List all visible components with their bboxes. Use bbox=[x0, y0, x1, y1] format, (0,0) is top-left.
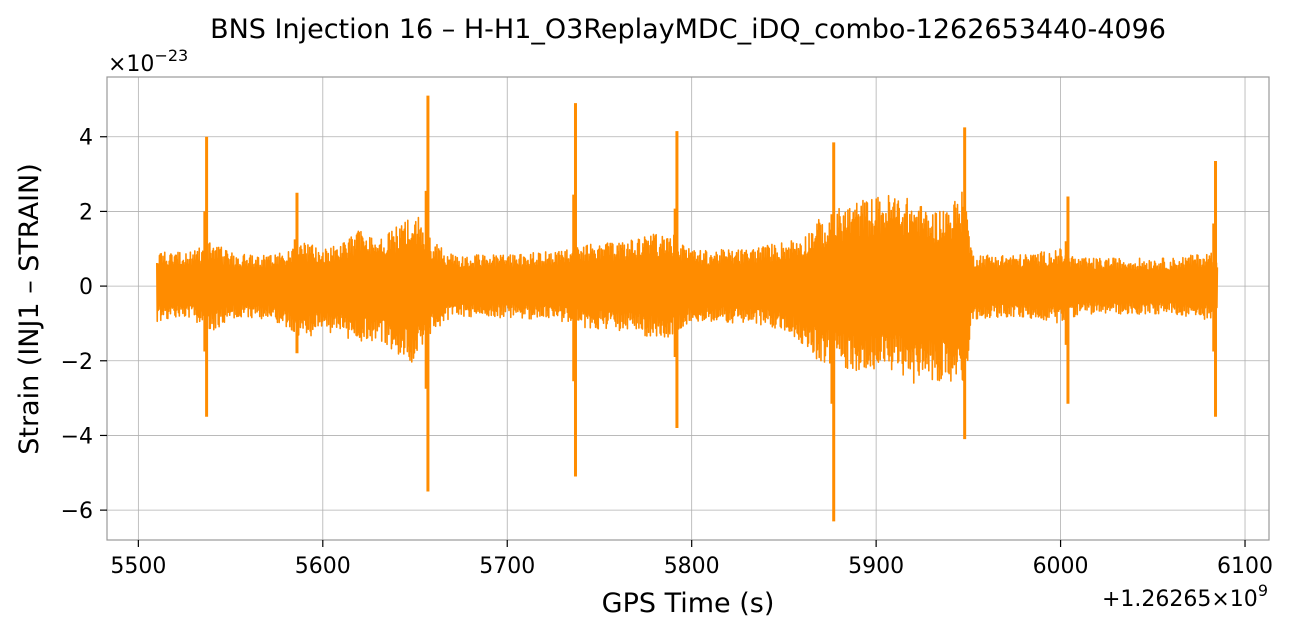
x-offset-exponent: 9 bbox=[1258, 581, 1268, 600]
x-tick-label: 5800 bbox=[664, 554, 720, 579]
y-axis-label: Strain (INJ1 – STRAIN) bbox=[14, 163, 45, 455]
plot-area bbox=[156, 95, 1219, 522]
x-axis: 5500 5600 5700 5800 5900 6000 6100 bbox=[110, 540, 1273, 579]
chart-title: BNS Injection 16 – H-H1_O3ReplayMDC_iDQ_… bbox=[210, 14, 1166, 45]
x-tick-label: 6000 bbox=[1033, 554, 1089, 579]
y-tick-label: 0 bbox=[79, 275, 93, 300]
x-offset-base: +1.26265×10 bbox=[1102, 587, 1258, 612]
x-tick-label: 5700 bbox=[479, 554, 535, 579]
x-tick-label: 5600 bbox=[295, 554, 351, 579]
y-tick-label: 2 bbox=[79, 200, 93, 225]
x-tick-label: 6100 bbox=[1217, 554, 1273, 579]
x-axis-label: GPS Time (s) bbox=[602, 588, 775, 619]
y-scale-base: ×10 bbox=[108, 52, 154, 77]
y-tick-label: −2 bbox=[61, 350, 93, 375]
strain-series-line bbox=[156, 191, 1219, 384]
y-tick-label: −4 bbox=[61, 424, 93, 449]
x-offset-label: +1.26265×109 bbox=[1102, 581, 1268, 612]
y-scale-label: ×10−23 bbox=[108, 46, 188, 77]
y-tick-label: −6 bbox=[61, 499, 93, 524]
x-tick-label: 5900 bbox=[848, 554, 904, 579]
axes-frame bbox=[106, 76, 1270, 541]
x-tick-label: 5500 bbox=[110, 554, 166, 579]
y-axis: −6 −4 −2 0 2 4 bbox=[61, 126, 107, 524]
y-tick-label: 4 bbox=[79, 126, 93, 151]
y-scale-exponent: −23 bbox=[154, 46, 188, 65]
